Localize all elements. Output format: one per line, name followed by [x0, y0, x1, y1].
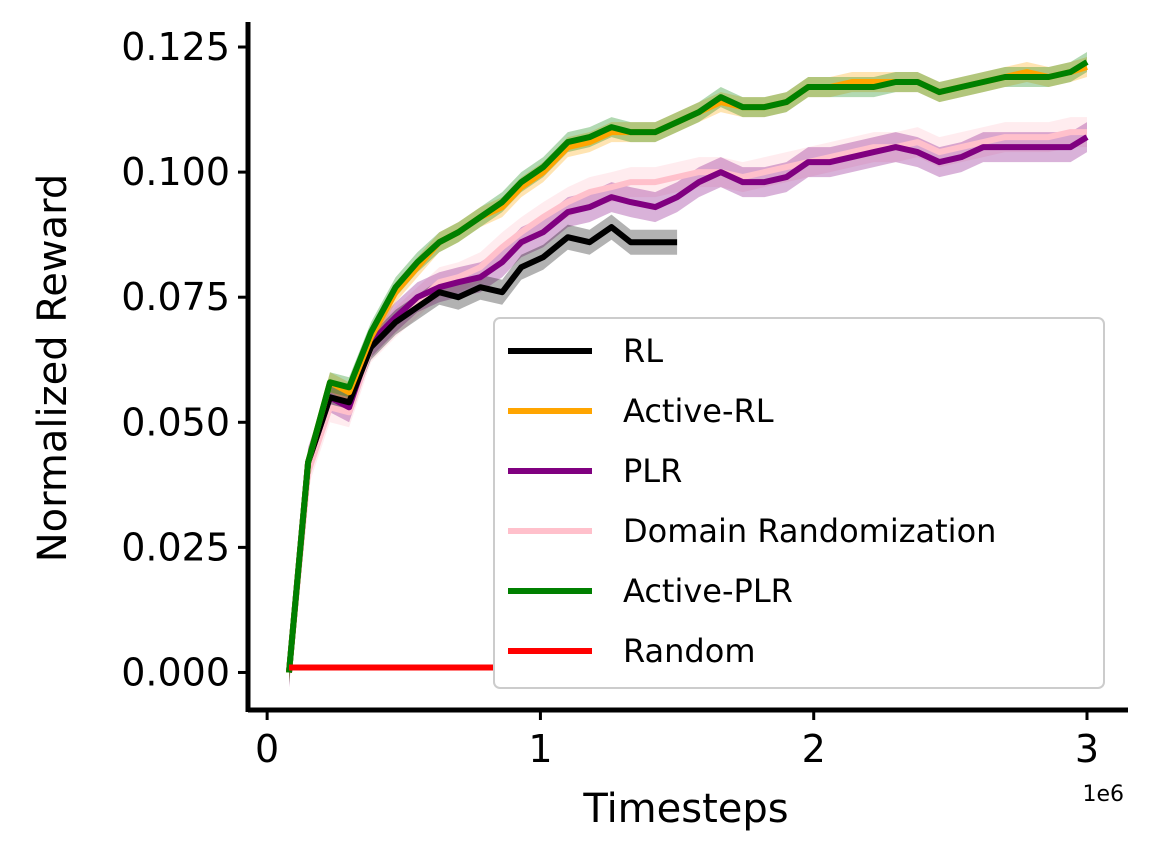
legend-frame [493, 317, 1105, 689]
legend-label-active-plr: Active-PLR [623, 572, 793, 610]
series-line-rl [286, 224, 678, 673]
y-tick-label: 0.000 [121, 650, 230, 694]
legend-label-domain-randomization: Domain Randomization [623, 512, 996, 550]
legend-label-rl: RL [623, 332, 663, 370]
x-tick-label: 1 [528, 727, 552, 771]
series-line-plr [286, 134, 1089, 673]
x-axis-title: Timesteps [582, 786, 788, 832]
x-tick-label: 2 [802, 727, 826, 771]
y-tick-label: 0.075 [121, 275, 230, 319]
x-ticks: 0 1 2 3 [255, 710, 1099, 771]
y-tick-label: 0.100 [121, 150, 230, 194]
series-line-domain-randomization [286, 129, 1087, 673]
legend-label-random: Random [623, 632, 755, 670]
y-axis-title: Normalized Reward [30, 174, 76, 563]
x-offset-label: 1e6 [1082, 782, 1124, 807]
y-tick-label: 0.025 [121, 525, 230, 569]
x-tick-label: 0 [255, 727, 279, 771]
series-line-active-plr [286, 59, 1089, 673]
legend: RL Active-RL PLR Domain Randomization Active… [493, 317, 1105, 689]
y-tick-label: 0.050 [121, 400, 230, 444]
legend-label-active-rl: Active-RL [623, 392, 774, 430]
series-lines [286, 59, 1089, 673]
axes [245, 22, 1128, 713]
legend-label-plr: PLR [623, 452, 682, 490]
y-ticks: 0.000 0.025 0.050 0.075 0.100 0.125 [121, 25, 248, 694]
y-tick-label: 0.125 [121, 25, 230, 69]
x-tick-label: 3 [1075, 727, 1099, 771]
